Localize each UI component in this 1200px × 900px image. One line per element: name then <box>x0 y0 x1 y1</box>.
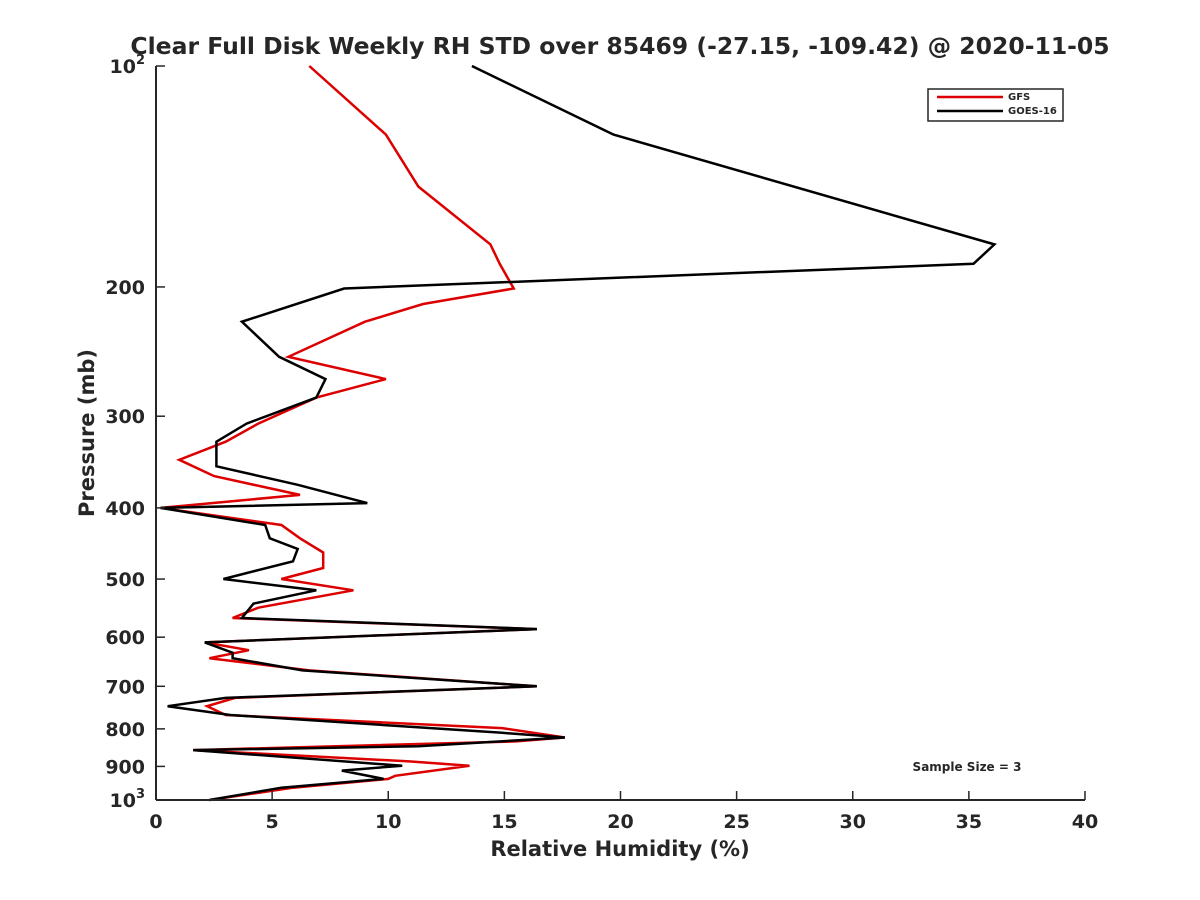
y-tick-label: 900 <box>105 756 145 778</box>
x-tick-label: 30 <box>840 811 866 833</box>
legend-label-goes16: GOES-16 <box>1008 106 1057 117</box>
y-tick-label: 500 <box>105 569 145 591</box>
y-tick-label: 400 <box>105 498 145 520</box>
y-tick-label: 102 <box>110 53 146 78</box>
x-tick-label: 15 <box>491 811 517 833</box>
x-tick-label: 10 <box>375 811 401 833</box>
x-tick-label: 35 <box>956 811 982 833</box>
x-tick-label: 20 <box>607 811 633 833</box>
x-tick-label: 5 <box>266 811 279 833</box>
legend-box <box>927 88 1064 122</box>
plot-area-frame <box>156 66 1085 800</box>
y-tick-label: 300 <box>105 406 145 428</box>
y-tick-label: 800 <box>105 719 145 741</box>
y-tick-label: 600 <box>105 627 145 649</box>
y-axis-ticks: 102 200 300 400 500 600 700 800 900 103 <box>105 53 165 812</box>
y-tick-label: 103 <box>110 787 146 812</box>
series-layer <box>160 64 997 802</box>
series-line-goes16 <box>160 64 997 802</box>
legend-label-gfs: GFS <box>1008 92 1030 103</box>
y-axis-label: Pressure (mb) <box>75 349 99 517</box>
x-axis-label: Relative Humidity (%) <box>490 837 749 861</box>
legend: GFS GOES-16 <box>927 88 1064 122</box>
y-tick-label: 700 <box>105 676 145 698</box>
sample-size-annotation: Sample Size = 3 <box>913 760 1022 774</box>
y-tick-label: 200 <box>105 277 145 299</box>
x-axis-ticks: 0 5 10 15 20 25 30 35 40 <box>149 791 1098 833</box>
x-tick-label: 25 <box>723 811 749 833</box>
x-tick-label: 40 <box>1072 811 1098 833</box>
series-line-gfs <box>160 65 565 802</box>
chart-title: Clear Full Disk Weekly RH STD over 85469… <box>130 32 1109 60</box>
x-tick-label: 0 <box>149 811 162 833</box>
